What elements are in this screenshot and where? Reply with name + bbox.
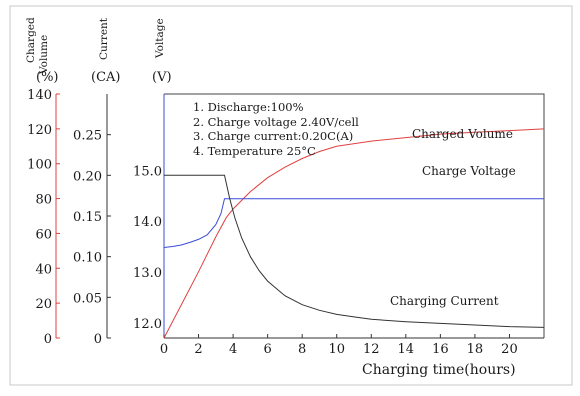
plot-border: [164, 93, 545, 338]
x-axis-title: Charging time(hours): [362, 362, 516, 378]
charged-volume-tick-label: 140: [27, 88, 52, 103]
charged-volume-tick-label: 0: [44, 332, 52, 347]
voltage-unit: (V): [152, 70, 172, 85]
voltage-tick-label: 13.0: [133, 266, 162, 281]
x-tick-label: 4: [229, 342, 237, 357]
charging-current-curve: [164, 174, 545, 328]
charged-volume-tick-label: 60: [35, 227, 52, 242]
voltage-tick-label: 12.0: [133, 317, 162, 332]
condition-3: 3. Charge current:0.20C(A): [193, 129, 353, 143]
tick-labels: 02040608010012014000.050.100.150.200.251…: [27, 88, 518, 357]
x-tick-label: 10: [328, 342, 345, 357]
x-tick-label: 14: [398, 342, 415, 357]
current-tick-label: 0.05: [73, 291, 102, 306]
condition-1: 1. Discharge:100%: [193, 100, 304, 114]
current-tick-label: 0: [94, 332, 102, 347]
charged-volume-tick-label: 40: [35, 262, 52, 277]
charge-voltage-label: Charge Voltage: [422, 164, 516, 178]
charged-volume-curve: [163, 128, 545, 339]
charged-volume-unit: (%): [36, 70, 59, 85]
charging-current-label: Charging Current: [390, 294, 499, 308]
curve-labels: Charged Volume Charge Voltage Charging C…: [390, 127, 516, 308]
axis-titles: Charged Volume Current Voltage (%) (CA) …: [25, 17, 172, 85]
x-tick-label: 0: [160, 342, 168, 357]
voltage-tick-label: 15.0: [133, 164, 162, 179]
condition-2: 2. Charge voltage 2.40V/cell: [193, 115, 359, 129]
x-tick-label: 12: [363, 342, 380, 357]
voltage-axis-title: Voltage: [154, 18, 166, 59]
charge-voltage-curve: [163, 198, 544, 248]
current-tick-label: 0.10: [73, 251, 102, 266]
current-tick-label: 0.25: [73, 129, 102, 144]
current-tick-label: 0.15: [73, 210, 102, 225]
charged-volume-tick-label: 80: [35, 193, 52, 208]
condition-4: 4. Temperature 25°C: [193, 144, 316, 158]
conditions-box: 1. Discharge:100% 2. Charge voltage 2.40…: [193, 100, 359, 158]
current-tick-label: 0.20: [73, 169, 102, 184]
charged-volume-title-line1: Charged: [25, 17, 37, 63]
x-tick-label: 20: [501, 342, 518, 357]
charged-volume-tick-label: 120: [27, 123, 52, 138]
charged-volume-title-line2: Volume: [38, 35, 50, 75]
voltage-tick-label: 14.0: [133, 215, 162, 230]
x-tick-label: 8: [298, 342, 306, 357]
current-axis-title: Current: [98, 17, 110, 60]
axes: [55, 93, 545, 339]
charged-volume-tick-label: 20: [35, 297, 52, 312]
x-tick-label: 18: [467, 342, 484, 357]
chart-frame: [9, 5, 573, 386]
charged-volume-label: Charged Volume: [412, 127, 513, 141]
charged-volume-tick-label: 100: [27, 158, 52, 173]
x-tick-label: 2: [194, 342, 202, 357]
x-tick-label: 16: [432, 342, 449, 357]
current-unit: (CA): [91, 70, 120, 85]
curves: [163, 128, 545, 339]
x-tick-label: 6: [263, 342, 271, 357]
